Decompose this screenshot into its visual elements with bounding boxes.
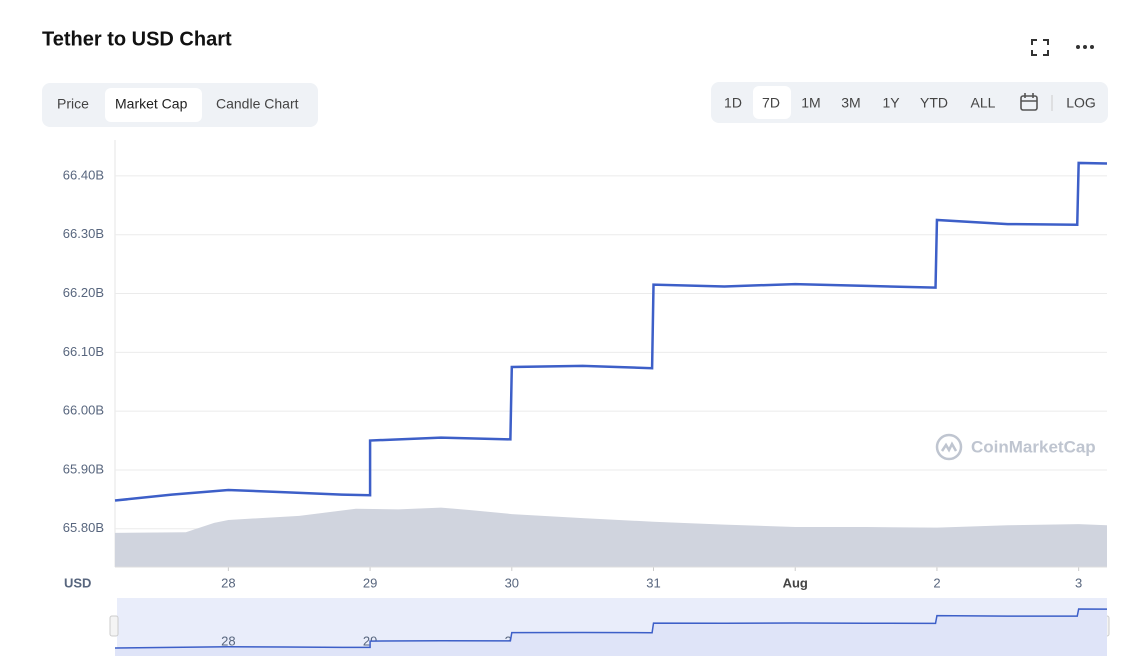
y-tick-label: 66.40B — [63, 167, 104, 182]
chart-title: Tether to USD Chart — [42, 28, 232, 50]
range-bar — [711, 82, 1108, 123]
watermark: CoinMarketCap — [971, 437, 1096, 456]
x-tick-label: 31 — [646, 575, 660, 590]
y-tick-label: 66.10B — [63, 344, 104, 359]
y-tick-label: 66.30B — [63, 226, 104, 241]
range-button[interactable]: 1D — [724, 95, 742, 111]
more-icon[interactable] — [1076, 45, 1094, 49]
x-tick-label: Aug — [783, 575, 808, 590]
navigator-tick-label: 28 — [221, 633, 235, 648]
tab[interactable]: Market Cap — [115, 96, 188, 112]
navigator-handle[interactable] — [109, 615, 119, 637]
x-tick-label: 30 — [505, 575, 519, 590]
fullscreen-icon[interactable] — [1031, 39, 1049, 56]
range-button[interactable]: 1Y — [882, 95, 900, 111]
tab[interactable]: Price — [57, 96, 89, 112]
range-button[interactable]: YTD — [920, 95, 948, 111]
watermark-logo — [935, 433, 963, 461]
range-selected — [753, 86, 791, 119]
log-button[interactable]: LOG — [1066, 95, 1096, 111]
volume-area — [115, 507, 1107, 567]
x-tick-label: 2 — [933, 575, 940, 590]
y-tick-label: 66.00B — [63, 403, 104, 418]
tab-selected — [105, 88, 202, 122]
tab[interactable]: Candle Chart — [216, 96, 299, 112]
y-unit-label: USD — [64, 575, 91, 590]
y-tick-label: 65.80B — [63, 520, 104, 535]
navigator-area — [115, 609, 1107, 656]
x-tick-label: 28 — [221, 575, 235, 590]
calendar-icon[interactable] — [1020, 93, 1038, 111]
range-button[interactable]: 1M — [801, 95, 820, 111]
x-tick-label: 29 — [363, 575, 377, 590]
y-tick-label: 66.20B — [63, 285, 104, 300]
range-button[interactable]: 7D — [762, 95, 780, 111]
y-tick-label: 65.90B — [63, 461, 104, 476]
navigator-line — [114, 608, 1108, 649]
x-tick-label: 3 — [1075, 575, 1082, 590]
range-button[interactable]: ALL — [971, 95, 996, 111]
range-button[interactable]: 3M — [841, 95, 860, 111]
price-line — [114, 161, 1108, 502]
